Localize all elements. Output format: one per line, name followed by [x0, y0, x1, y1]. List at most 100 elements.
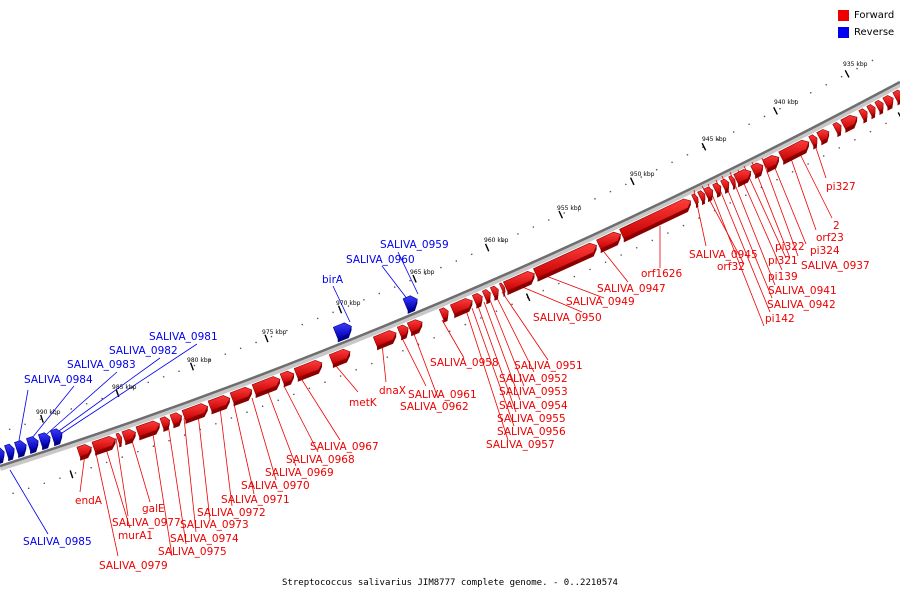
gene-forward[interactable]: [712, 182, 722, 198]
gene-forward[interactable]: [481, 289, 491, 305]
gene-forward[interactable]: [840, 115, 858, 133]
gene-label[interactable]: SALIVA_0945: [689, 249, 758, 261]
gene-label[interactable]: SALIVA_0972: [197, 507, 266, 519]
gene-forward[interactable]: [279, 370, 295, 388]
gene-forward[interactable]: [251, 376, 281, 398]
gene-forward[interactable]: [816, 129, 830, 146]
gene-label[interactable]: pi324: [810, 245, 840, 257]
gene-label[interactable]: SALIVA_0956: [497, 426, 566, 438]
gene-label[interactable]: SALIVA_0977: [112, 517, 181, 529]
gene-forward[interactable]: [91, 435, 116, 456]
gene-label[interactable]: pi322: [775, 241, 805, 253]
gene-label[interactable]: pi327: [826, 181, 856, 193]
gene-forward[interactable]: [866, 104, 876, 120]
gene-reverse[interactable]: [26, 436, 39, 455]
gene-label[interactable]: SALIVA_0949: [566, 296, 635, 308]
gene-label[interactable]: SALIVA_0958: [430, 357, 499, 369]
gene-forward[interactable]: [750, 162, 764, 179]
gene-reverse[interactable]: [332, 322, 352, 343]
gene-label[interactable]: SALIVA_0973: [180, 519, 249, 531]
gene-forward[interactable]: [293, 359, 323, 382]
gene-label[interactable]: SALIVA_0951: [514, 360, 583, 372]
gene-forward[interactable]: [619, 198, 692, 243]
gene-forward[interactable]: [406, 319, 423, 337]
gene-label[interactable]: SALIVA_0960: [346, 254, 415, 266]
gene-forward[interactable]: [720, 178, 730, 194]
gene-label[interactable]: pi321: [768, 255, 798, 267]
gene-forward[interactable]: [229, 386, 253, 407]
gene-forward[interactable]: [858, 108, 868, 124]
gene-forward[interactable]: [438, 307, 449, 323]
gene-label[interactable]: SALIVA_0955: [497, 413, 566, 425]
gene-label[interactable]: SALIVA_0975: [158, 546, 227, 558]
gene-label[interactable]: SALIVA_0962: [400, 401, 469, 413]
gene-forward[interactable]: [778, 139, 810, 165]
gene-label[interactable]: SALIVA_0942: [767, 299, 836, 311]
gene-label[interactable]: SALIVA_0967: [310, 441, 379, 453]
gene-label[interactable]: SALIVA_0985: [23, 536, 92, 548]
gene-forward[interactable]: [892, 89, 900, 106]
gene-reverse[interactable]: [0, 447, 5, 464]
gene-label[interactable]: 2: [833, 220, 840, 232]
gene-forward[interactable]: [181, 403, 209, 424]
gene-label[interactable]: orf32: [717, 261, 745, 273]
gene-reverse[interactable]: [14, 440, 27, 458]
gene-label[interactable]: SALIVA_0983: [67, 359, 136, 371]
gene-label[interactable]: SALIVA_0984: [24, 374, 93, 386]
gene-forward[interactable]: [135, 420, 161, 441]
gene-forward[interactable]: [471, 293, 483, 309]
gene-forward[interactable]: [728, 175, 736, 190]
gene-label[interactable]: SALIVA_0947: [597, 283, 666, 295]
gene-label[interactable]: SALIVA_0959: [380, 239, 449, 251]
gene-label[interactable]: SALIVA_0941: [768, 285, 837, 297]
gene-label[interactable]: SALIVA_0937: [801, 260, 870, 272]
gene-forward[interactable]: [808, 134, 818, 150]
gene-label[interactable]: birA: [322, 274, 344, 286]
gene-forward[interactable]: [372, 330, 397, 351]
gene-label[interactable]: SALIVA_0979: [99, 560, 168, 572]
gene-label[interactable]: pi142: [765, 313, 795, 325]
gene-forward[interactable]: [159, 416, 171, 432]
gene-forward[interactable]: [328, 348, 351, 369]
gene-label[interactable]: murA1: [118, 530, 153, 542]
gene-forward[interactable]: [490, 285, 499, 301]
gene-label[interactable]: orf23: [816, 232, 844, 244]
gene-label[interactable]: endA: [75, 495, 103, 507]
gene-label[interactable]: orf1626: [641, 268, 682, 280]
gene-forward[interactable]: [533, 242, 598, 282]
gene-reverse[interactable]: [4, 443, 15, 462]
gene-label[interactable]: SALIVA_0952: [499, 373, 568, 385]
gene-forward[interactable]: [874, 99, 884, 116]
gene-label[interactable]: SALIVA_0981: [149, 331, 218, 343]
gene-label[interactable]: SALIVA_0970: [241, 480, 310, 492]
gene-label[interactable]: SALIVA_0954: [499, 400, 568, 412]
gene-label[interactable]: metK: [349, 397, 378, 409]
gene-forward[interactable]: [499, 282, 506, 297]
gene-label[interactable]: pi139: [768, 271, 798, 283]
gene-forward[interactable]: [115, 432, 122, 448]
gene-label[interactable]: SALIVA_0969: [265, 467, 334, 479]
gene-label[interactable]: SALIVA_0950: [533, 312, 602, 324]
gene-forward[interactable]: [207, 395, 231, 415]
gene-label[interactable]: SALIVA_0974: [170, 533, 239, 545]
gene-reverse[interactable]: [38, 432, 51, 451]
gene-forward[interactable]: [396, 324, 409, 341]
gene-forward[interactable]: [503, 270, 535, 296]
gene-label[interactable]: SALIVA_0982: [109, 345, 178, 357]
gene-forward[interactable]: [832, 122, 842, 138]
gene-label[interactable]: SALIVA_0971: [221, 494, 290, 506]
gene-label[interactable]: SALIVA_0968: [286, 454, 355, 466]
gene-label[interactable]: galE: [142, 503, 165, 515]
gene-forward[interactable]: [76, 444, 92, 461]
gene-label[interactable]: SALIVA_0953: [499, 386, 568, 398]
gene-label[interactable]: SALIVA_0961: [408, 389, 477, 401]
gene-forward[interactable]: [697, 190, 706, 206]
gene-forward[interactable]: [169, 412, 183, 429]
gene-forward[interactable]: [762, 155, 780, 173]
gene-forward[interactable]: [449, 298, 473, 319]
gene-forward[interactable]: [703, 186, 714, 203]
gene-forward[interactable]: [121, 428, 137, 446]
gene-reverse[interactable]: [402, 295, 418, 314]
gene-forward[interactable]: [733, 169, 752, 188]
gene-forward[interactable]: [882, 95, 894, 111]
